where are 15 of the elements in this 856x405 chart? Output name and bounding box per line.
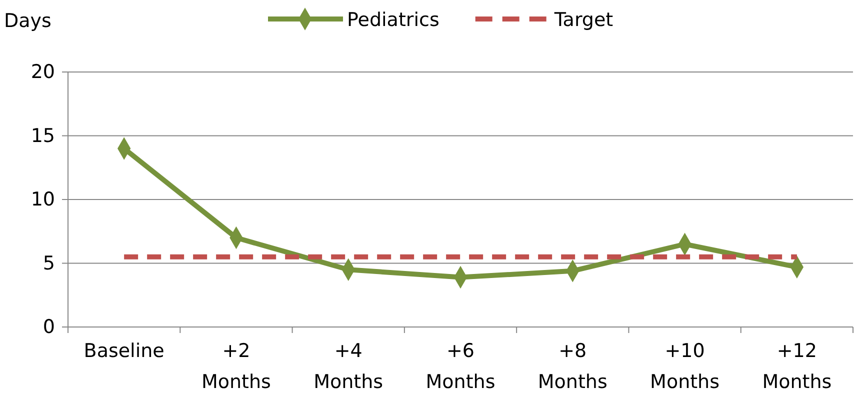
y-tick-label: 10 (30, 188, 55, 211)
legend-label: Pediatrics (347, 9, 440, 31)
y-tick-label: 0 (42, 316, 55, 338)
x-tick-label: +2 Months (201, 340, 271, 393)
y-axis-title: Days (4, 10, 52, 32)
y-tick-label: 20 (30, 61, 55, 84)
y-tick-label: 15 (30, 124, 55, 147)
x-tick-label: +12 Months (762, 340, 832, 393)
x-tick-label: +4 Months (314, 340, 384, 393)
x-tick-label: Baseline (84, 340, 164, 362)
y-tick-label: 5 (42, 252, 55, 274)
x-tick-label: +8 Months (538, 340, 608, 393)
x-tick-label: +6 Months (426, 340, 496, 393)
x-tick-label: +10 Months (650, 340, 720, 393)
legend-label: Target (553, 9, 614, 31)
